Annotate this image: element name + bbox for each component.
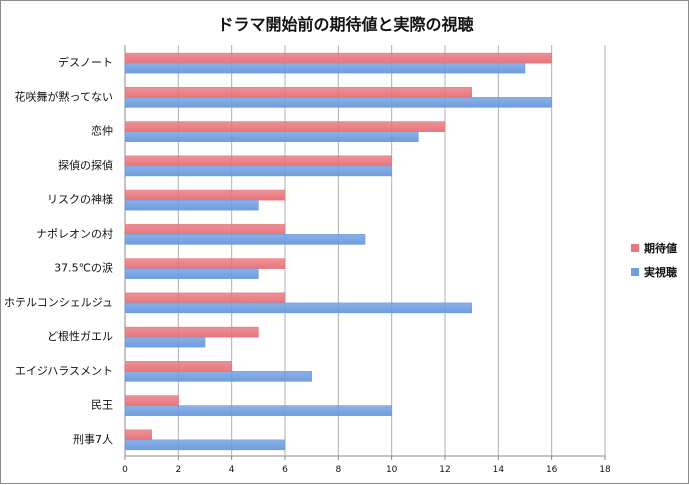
category-label: 恋仲 bbox=[91, 124, 113, 138]
x-tick-label: 12 bbox=[439, 465, 450, 475]
bar-expected bbox=[124, 361, 232, 372]
bar-expected bbox=[124, 292, 286, 304]
x-tick-label: 0 bbox=[122, 465, 128, 475]
bar-expected bbox=[124, 224, 286, 235]
bar-actual bbox=[124, 268, 259, 279]
bar-actual bbox=[124, 62, 526, 74]
bar-expected bbox=[124, 326, 259, 338]
category-label: デスノート bbox=[58, 55, 113, 69]
bar-actual bbox=[124, 131, 419, 142]
category-label: ホテルコンシェルジュ bbox=[4, 296, 113, 309]
category-label: 探偵の探偵 bbox=[58, 158, 113, 172]
bar-actual bbox=[124, 371, 312, 382]
bar-actual bbox=[124, 199, 259, 211]
bar-actual bbox=[124, 405, 392, 416]
x-tick-label: 8 bbox=[335, 465, 341, 475]
bar-actual bbox=[124, 302, 472, 314]
bar-expected bbox=[124, 155, 392, 167]
bar-actual bbox=[124, 97, 552, 108]
chart-title: ドラマ開始前の期待値と実際の視聴 bbox=[217, 15, 474, 34]
category-label: 刑事7人 bbox=[73, 433, 113, 446]
bar-expected bbox=[124, 189, 286, 201]
legend-label: 実視聴 bbox=[644, 265, 677, 279]
category-label: ナポレオンの村 bbox=[36, 226, 113, 240]
x-tick-label: 18 bbox=[599, 465, 611, 475]
bar-actual bbox=[124, 336, 206, 348]
x-tick-label: 14 bbox=[493, 465, 505, 475]
bar-actual bbox=[124, 439, 286, 451]
bar-expected bbox=[124, 258, 286, 269]
x-tick-label: 2 bbox=[175, 465, 181, 475]
x-tick-label: 16 bbox=[546, 465, 558, 475]
x-tick-label: 4 bbox=[229, 465, 235, 475]
legend-label: 期待値 bbox=[644, 241, 677, 255]
bar-expected bbox=[124, 87, 472, 98]
category-label: 民王 bbox=[91, 399, 113, 412]
category-label: ど根性ガエル bbox=[47, 329, 113, 343]
bar-expected bbox=[124, 121, 446, 132]
bar-actual bbox=[124, 234, 366, 245]
bar-actual bbox=[124, 165, 392, 177]
legend-swatch bbox=[631, 268, 639, 276]
category-label: 花咲舞が黙ってない bbox=[15, 89, 113, 103]
bar-expected bbox=[124, 52, 552, 64]
legend-swatch bbox=[631, 244, 639, 252]
category-label: エイジハラスメント bbox=[15, 364, 113, 377]
x-tick-label: 10 bbox=[386, 465, 398, 475]
bar-expected bbox=[124, 395, 179, 406]
category-label: リスクの神様 bbox=[47, 192, 113, 206]
bar-expected bbox=[124, 429, 152, 441]
x-tick-label: 6 bbox=[282, 465, 288, 475]
category-label: 37.5℃の涙 bbox=[54, 261, 113, 275]
